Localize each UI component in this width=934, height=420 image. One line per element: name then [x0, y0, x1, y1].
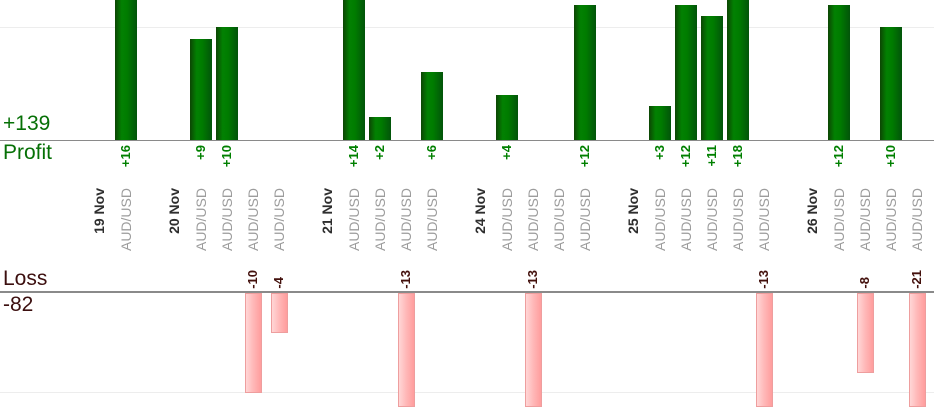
profit-axis-line: [0, 140, 934, 141]
trade-bar-loss[interactable]: [909, 293, 926, 407]
trade-bar-profit[interactable]: [369, 117, 391, 140]
trade-bar-profit[interactable]: [574, 5, 596, 140]
trade-bar-profit[interactable]: [115, 0, 137, 140]
loss-gridline: [0, 392, 934, 393]
trade-bar-profit[interactable]: [190, 39, 212, 140]
trade-bar-loss[interactable]: [525, 293, 542, 407]
loss-axis-line: [0, 291, 934, 293]
trade-bar-profit[interactable]: [421, 72, 443, 140]
profit-axis-label: Profit: [3, 141, 53, 164]
trade-bar-profit[interactable]: [216, 27, 238, 140]
trade-bar-profit[interactable]: [701, 16, 723, 140]
trade-bar-loss[interactable]: [756, 293, 773, 407]
trade-bar-loss[interactable]: [271, 293, 288, 333]
profit-total-label: +139: [3, 112, 51, 135]
trade-bar-loss[interactable]: [857, 293, 874, 373]
trade-bar-profit[interactable]: [649, 106, 671, 140]
loss-total-label: -82: [3, 293, 34, 316]
trade-bar-profit[interactable]: [675, 5, 697, 140]
profit-gridline: [0, 27, 934, 28]
loss-axis-label: Loss: [3, 267, 48, 290]
trade-bar-profit[interactable]: [496, 95, 518, 140]
trade-bar-loss[interactable]: [398, 293, 415, 407]
trade-bar-loss[interactable]: [245, 293, 262, 393]
trade-bar-profit[interactable]: [343, 0, 365, 140]
trade-bar-profit[interactable]: [880, 27, 902, 140]
trade-bar-profit[interactable]: [727, 0, 749, 140]
trade-bar-profit[interactable]: [828, 5, 850, 140]
